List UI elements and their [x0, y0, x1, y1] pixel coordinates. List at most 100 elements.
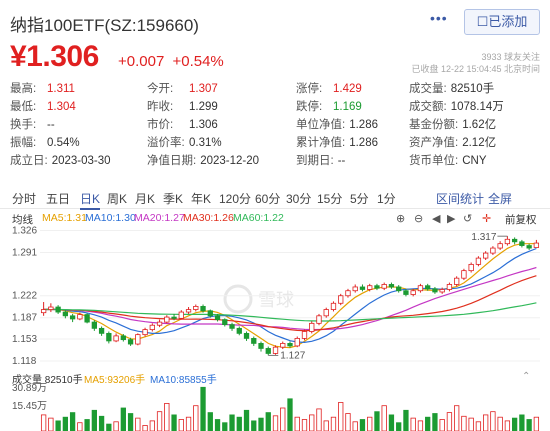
volume-bar [475, 421, 482, 431]
tab-weekly-k[interactable]: 周K [107, 192, 128, 206]
pan-right-icon[interactable]: ▶ [447, 213, 456, 225]
stat-maturity: 到期日: -- [296, 152, 345, 170]
stat-value: 1.62亿 [462, 119, 497, 131]
stat-value: 1.286 [349, 137, 378, 149]
annotations: 1.317 1.127 [268, 232, 508, 361]
volume-bar [207, 412, 213, 431]
volume-bar [84, 419, 90, 431]
change-amount: +0.007 [118, 53, 165, 70]
volume-bar [309, 414, 315, 431]
stat-value: -- [337, 155, 346, 167]
tab-monthly-k[interactable]: 月K [135, 192, 156, 206]
volume-chart[interactable]: 30.89万 15.45万 [0, 383, 550, 431]
tab-yearly-k[interactable]: 年K [191, 192, 212, 206]
stat-value: 1078.14万 [450, 101, 504, 113]
tab-15min[interactable]: 15分 [317, 192, 343, 206]
tab-5min[interactable]: 5分 [350, 192, 369, 206]
volume-bar [330, 416, 337, 431]
volume-bar [432, 413, 438, 431]
ma30-legend: MA30:1.26 [183, 212, 234, 224]
candle-down [120, 335, 126, 341]
tab-five-day[interactable]: 五日 [46, 192, 71, 206]
volume-bar [454, 405, 460, 431]
candle-down [388, 284, 395, 288]
volume-bar [214, 419, 221, 431]
zoom-in-icon[interactable]: ⊕ [396, 213, 406, 225]
y-tick-label: 1.291 [12, 247, 37, 258]
stat-value: 0.54% [47, 137, 80, 149]
high-annotation: 1.317 [471, 232, 496, 243]
volume-bar [504, 420, 511, 431]
volume-bar [359, 419, 366, 431]
stat-label: 基金份额: [409, 119, 459, 131]
watermark-text: 雪球 [258, 290, 294, 311]
tab-intraday[interactable]: 分时 [12, 192, 37, 206]
tab-1min[interactable]: 1分 [377, 192, 396, 206]
ma-legend-label: 均线 [12, 214, 33, 226]
period-tabs: 分时 五日 日K 周K 月K 季K 年K 120分 60分 30分 15分 5分… [0, 187, 550, 210]
candle-up [164, 316, 170, 323]
more-options-icon[interactable]: ••• [430, 10, 448, 26]
plus-icon[interactable]: ✛ [482, 213, 492, 225]
candle-down [106, 332, 112, 342]
stat-open: 今开: 1.307 [147, 80, 218, 98]
volume-bar [410, 417, 416, 431]
price-row: ¥1.306 +0.007 +0.54% 3933 球友关注 已收盘 12-22… [10, 40, 550, 76]
interval-stats-link[interactable]: 区间统计 [436, 192, 485, 206]
candle-down [287, 343, 293, 347]
stat-value: CNY [462, 155, 487, 167]
candle-down [84, 314, 90, 323]
candle-down [359, 286, 366, 290]
tab-60min[interactable]: 60分 [255, 192, 281, 206]
stat-label: 成立日: [10, 155, 48, 167]
volume-bar [40, 414, 47, 431]
tab-quarterly-k[interactable]: 季K [163, 192, 184, 206]
pan-left-icon[interactable]: ◀ [432, 213, 441, 225]
tab-daily-k[interactable]: 日K [80, 190, 101, 210]
stat-volume: 成交量: 82510手 [409, 80, 494, 98]
fund-title: 纳指100ETF(SZ:159660) [10, 16, 199, 35]
volume-bar [91, 409, 97, 431]
ma10-line [43, 247, 537, 344]
tab-120min[interactable]: 120分 [219, 192, 252, 206]
zoom-out-icon[interactable]: ⊖ [414, 213, 424, 225]
reset-icon[interactable]: ↺ [463, 213, 473, 225]
added-watchlist-button[interactable]: ☐已添加 [464, 9, 540, 35]
fullscreen-link[interactable]: 全屏 [488, 192, 513, 206]
candle-down [229, 324, 235, 329]
candle-up [156, 321, 163, 326]
volume-bar [446, 412, 453, 431]
volume-bar [388, 414, 395, 431]
candle-up [294, 338, 300, 347]
volume-tick-mid: 15.45万 [12, 401, 47, 412]
volume-bar [280, 407, 286, 431]
ma10-legend: MA10:1.30 [85, 212, 136, 224]
volume-ma5: MA5:93206手 [84, 375, 146, 386]
volume-bar [533, 416, 540, 431]
stat-cum-nav: 累计净值: 1.286 [296, 134, 378, 152]
volume-bar [396, 422, 402, 431]
collapse-icon[interactable]: ⌃ [522, 371, 531, 382]
candle-up [272, 346, 279, 354]
candle-up [142, 329, 148, 336]
volume-bar [135, 417, 141, 431]
stat-label: 资产净值: [409, 137, 459, 149]
adjust-mode-label[interactable]: 前复权 [505, 214, 537, 226]
candle-down [432, 288, 438, 293]
candle-up [367, 285, 373, 290]
candles [40, 236, 540, 356]
tab-30min[interactable]: 30分 [286, 192, 312, 206]
ma60-line [43, 302, 537, 322]
candle-down [222, 319, 228, 325]
current-price: ¥1.306 [10, 40, 99, 73]
candle-down [171, 316, 177, 319]
candle-up [280, 343, 286, 348]
stat-label: 成交量: [409, 83, 447, 95]
stat-label: 跌停: [296, 101, 323, 113]
volume-bar [497, 416, 503, 431]
volume-bar [519, 414, 525, 431]
candle-up [439, 289, 445, 293]
stat-market-price: 市价: 1.306 [147, 116, 218, 134]
y-tick-label: 1.326 [12, 226, 37, 237]
